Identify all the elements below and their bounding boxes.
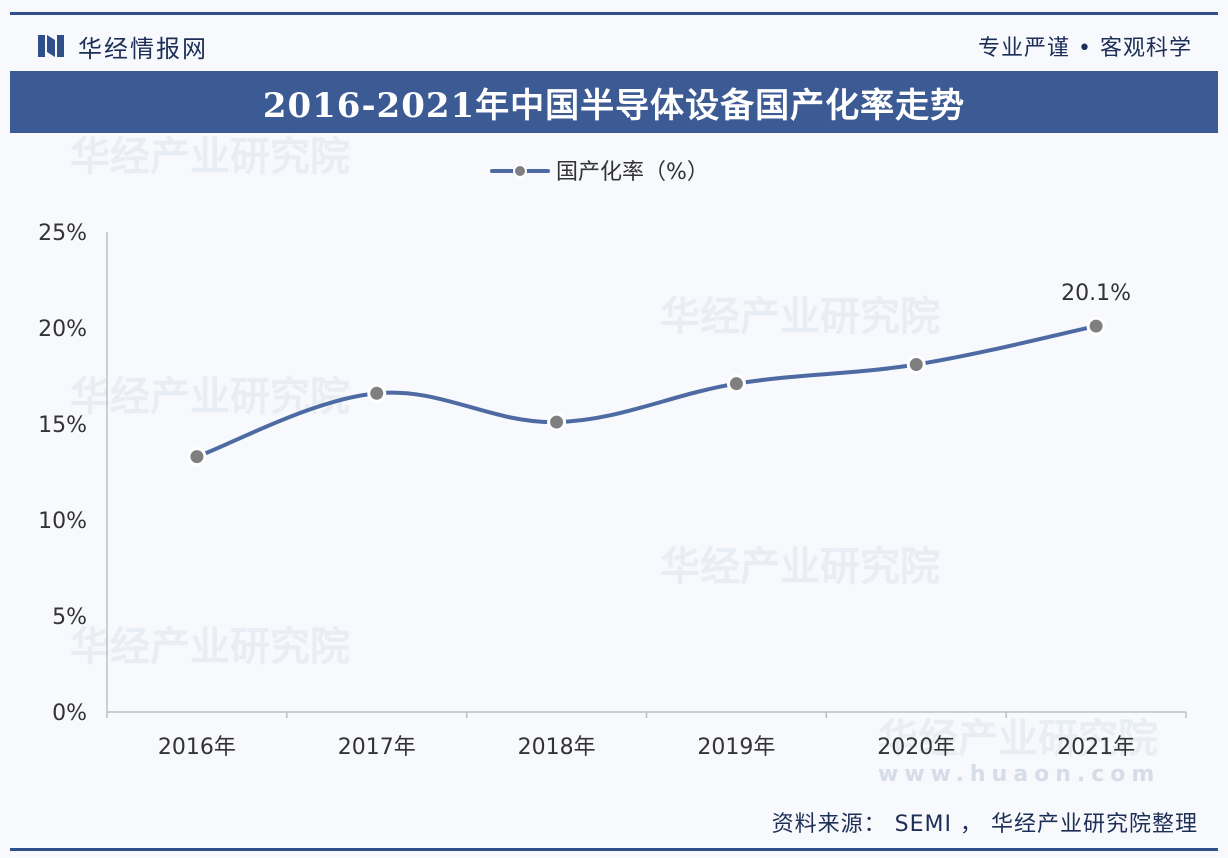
brand-name: 华经情报网 — [78, 34, 208, 63]
watermark-text: 华经产业研究院 — [660, 294, 940, 340]
y-tick-labels: 0% 5% 10% 15% 20% 25% — [38, 221, 87, 726]
brand-logo-icon — [38, 35, 64, 57]
watermark-text: 华经产业研究院 — [70, 374, 350, 420]
legend-marker — [513, 164, 527, 178]
data-point — [906, 354, 926, 374]
series-line — [194, 324, 1099, 459]
x-tick-label: 2019年 — [697, 735, 775, 760]
series-points — [187, 316, 1106, 467]
slogan: 专业严谨 • 客观科学 — [978, 36, 1192, 61]
legend: 国产化率（%） — [490, 160, 709, 185]
x-tick-label: 2021年 — [1057, 735, 1135, 760]
line-chart: 华经产业研究院 华经产业研究院 华经产业研究院 华经产业研究院 华经产业研究院 … — [38, 134, 1187, 762]
data-point — [367, 383, 387, 403]
data-point — [1086, 316, 1106, 336]
watermark-url: www.huaon.com — [878, 762, 1161, 787]
top-rule — [10, 12, 1218, 15]
brand: 华经情报网 — [36, 26, 208, 66]
x-tick-label: 2016年 — [158, 735, 236, 760]
bottom-rule — [10, 848, 1218, 851]
legend-label: 国产化率（%） — [556, 160, 709, 185]
chart-title: 2016-2021年中国半导体设备国产化率走势 — [262, 85, 966, 126]
data-point — [726, 374, 746, 394]
y-tick-label: 0% — [52, 701, 87, 726]
data-labels: 20.1% — [1061, 281, 1131, 306]
watermark-group: 华经产业研究院 华经产业研究院 华经产业研究院 华经产业研究院 华经产业研究院 … — [70, 134, 1158, 762]
y-tick-label: 5% — [52, 605, 87, 630]
x-tick-labels: 2016年 2017年 2018年 2019年 2020年 2021年 — [158, 735, 1135, 760]
source-note: 资料来源： SEMI ， 华经产业研究院整理 — [771, 812, 1198, 837]
x-tick-label: 2018年 — [518, 735, 596, 760]
x-tick-label: 2017年 — [338, 735, 416, 760]
y-tick-label: 15% — [38, 413, 87, 438]
y-tick-label: 10% — [38, 509, 87, 534]
y-tick-label: 20% — [38, 317, 87, 342]
watermark-text: 华经产业研究院 — [878, 716, 1158, 762]
title-bar: 2016-2021年中国半导体设备国产化率走势 — [10, 71, 1218, 133]
data-point — [547, 412, 567, 432]
x-tick-label: 2020年 — [877, 735, 955, 760]
watermark-text: 华经产业研究院 — [660, 544, 940, 590]
y-tick-label: 25% — [38, 221, 87, 246]
data-point — [187, 447, 207, 467]
watermark-text: 华经产业研究院 — [70, 134, 350, 180]
watermark-text: 华经产业研究院 — [70, 624, 350, 670]
x-tick-marks — [106, 712, 1187, 718]
data-label: 20.1% — [1061, 281, 1131, 306]
